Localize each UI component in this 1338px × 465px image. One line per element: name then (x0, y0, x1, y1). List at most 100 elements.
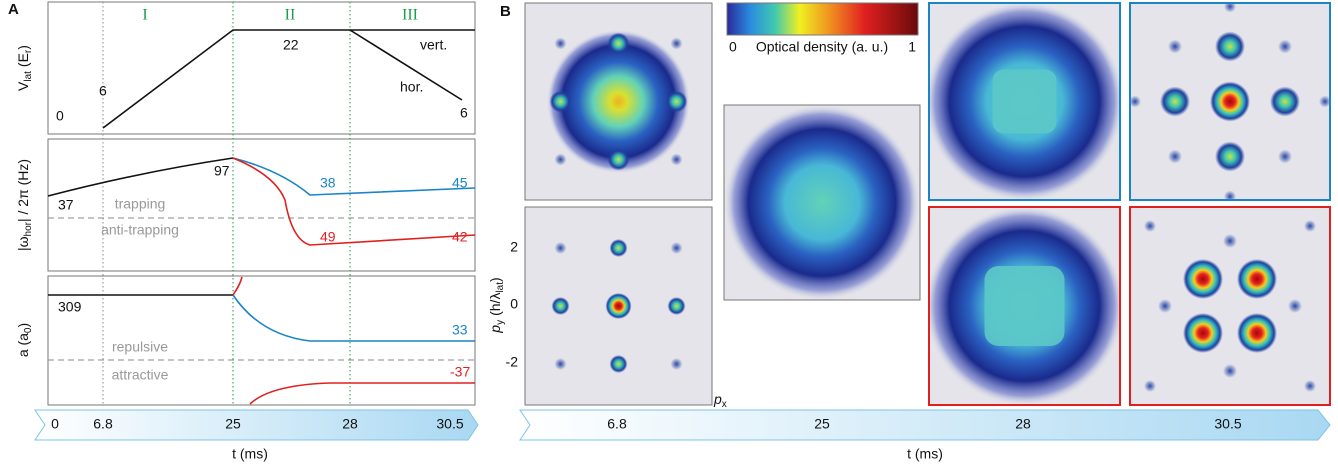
x-axis-label: t (ms) (232, 446, 268, 462)
absorption-image (928, 206, 1121, 406)
annotation: 97 (214, 163, 230, 179)
y-axis-label: |ωhor| / 2π (Hz) (15, 159, 34, 251)
label-sub: lat (495, 282, 506, 293)
image-content (525, 207, 712, 405)
annotation: 33 (452, 322, 468, 338)
label-part: ) (15, 323, 31, 328)
annotation: hor. (400, 79, 423, 95)
density-peak (1304, 220, 1316, 232)
absorption-image (723, 104, 921, 301)
phase-label: II (285, 7, 296, 24)
density-peak (670, 37, 683, 50)
colorbar-label: Optical density (a. u.) (756, 39, 888, 55)
image-frame (928, 206, 1121, 406)
label-sub: 0 (23, 327, 34, 333)
colorbar-max: 1 (908, 39, 916, 55)
image-content (1130, 3, 1330, 200)
phase-label: I (142, 7, 147, 24)
image-frame (524, 206, 713, 406)
label-sub: r (23, 49, 34, 53)
density-peak (1130, 95, 1141, 108)
annotation: 309 (58, 299, 82, 315)
absorption-image (524, 206, 713, 406)
x-axis-label: px (713, 391, 727, 410)
density-peak (605, 293, 632, 319)
annotation: attractive (112, 367, 169, 383)
image-frame (723, 104, 921, 301)
label-part: ) (487, 277, 503, 282)
label-part: p (487, 325, 503, 334)
time-arrow (34, 409, 479, 441)
density-peak (607, 148, 630, 171)
label-part: V (15, 81, 31, 91)
density-peak (670, 153, 683, 166)
density-peak (1237, 313, 1277, 353)
annotation: vert. (420, 37, 447, 53)
time-tick-label: 6.8 (93, 416, 113, 432)
colorbar-min: 0 (729, 39, 737, 55)
annotation: 0 (56, 108, 64, 124)
density-peak (609, 355, 628, 373)
annotation: repulsive (112, 339, 168, 355)
time-tick-label: 30.5 (436, 416, 463, 432)
y-tick-label: -2 (506, 354, 519, 370)
label-part: (h/λ (487, 293, 503, 316)
image-frame (1129, 2, 1331, 201)
density-peak (724, 105, 920, 300)
density-peak (1304, 380, 1316, 392)
image-frame (524, 2, 713, 201)
density-peak (607, 32, 630, 55)
density-peak (1210, 81, 1250, 122)
label-part: a (a (15, 333, 31, 357)
image-frame (928, 2, 1121, 201)
time-tick-label: 30.5 (1214, 416, 1241, 432)
density-peak (1158, 299, 1172, 313)
density-peak (1224, 3, 1236, 13)
density-peak (1144, 380, 1156, 392)
y-tick-label: 2 (510, 239, 518, 255)
time-ticks: 0 6.8 25 28 30.5 (51, 416, 464, 432)
image-content (929, 207, 1120, 405)
label-sub: hor (23, 221, 34, 236)
density-peak (554, 242, 567, 254)
density-peak (1237, 259, 1277, 299)
annotation: anti-trapping (101, 222, 179, 238)
annotation: -37 (450, 364, 470, 380)
density-peak (1278, 39, 1292, 54)
y-axis-label: Vlat (Er) (15, 45, 34, 91)
time-tick-label: 25 (225, 416, 241, 432)
absorption-images (524, 2, 1331, 406)
density-peak (1215, 141, 1245, 172)
density-peak (609, 239, 628, 257)
density-peak (1215, 31, 1245, 62)
absorption-image (928, 2, 1121, 201)
label-sub: x (722, 399, 727, 410)
time-arrow (519, 409, 1331, 441)
density-peak (1183, 313, 1223, 353)
curves (47, 29, 476, 405)
time-tick-label: 28 (342, 416, 358, 432)
label-part: p (713, 391, 722, 407)
x-axis-label: t (ms) (907, 446, 943, 462)
density-peak (1223, 364, 1237, 378)
absorption-image (1129, 206, 1331, 406)
label-part: | / 2π (Hz) (15, 159, 31, 222)
density-peak (554, 358, 567, 370)
label-part: (E (15, 53, 31, 67)
absorption-image (1129, 2, 1331, 201)
label-part: |ω (15, 236, 31, 251)
label-sub: y (495, 320, 506, 325)
density-peak (1278, 149, 1292, 164)
density-peak (1224, 190, 1236, 200)
time-tick-label: 25 (814, 416, 830, 432)
image-content (724, 105, 920, 300)
density-peak (1168, 149, 1182, 164)
label-sub: lat (23, 71, 34, 82)
density-peak (1319, 95, 1330, 108)
y-axis-label: a (a0) (15, 323, 34, 357)
annotation: 37 (58, 197, 74, 213)
density-peak (1223, 234, 1237, 248)
colorbar (726, 2, 919, 36)
density-peak (1144, 220, 1156, 232)
annotation: trapping (115, 196, 166, 212)
